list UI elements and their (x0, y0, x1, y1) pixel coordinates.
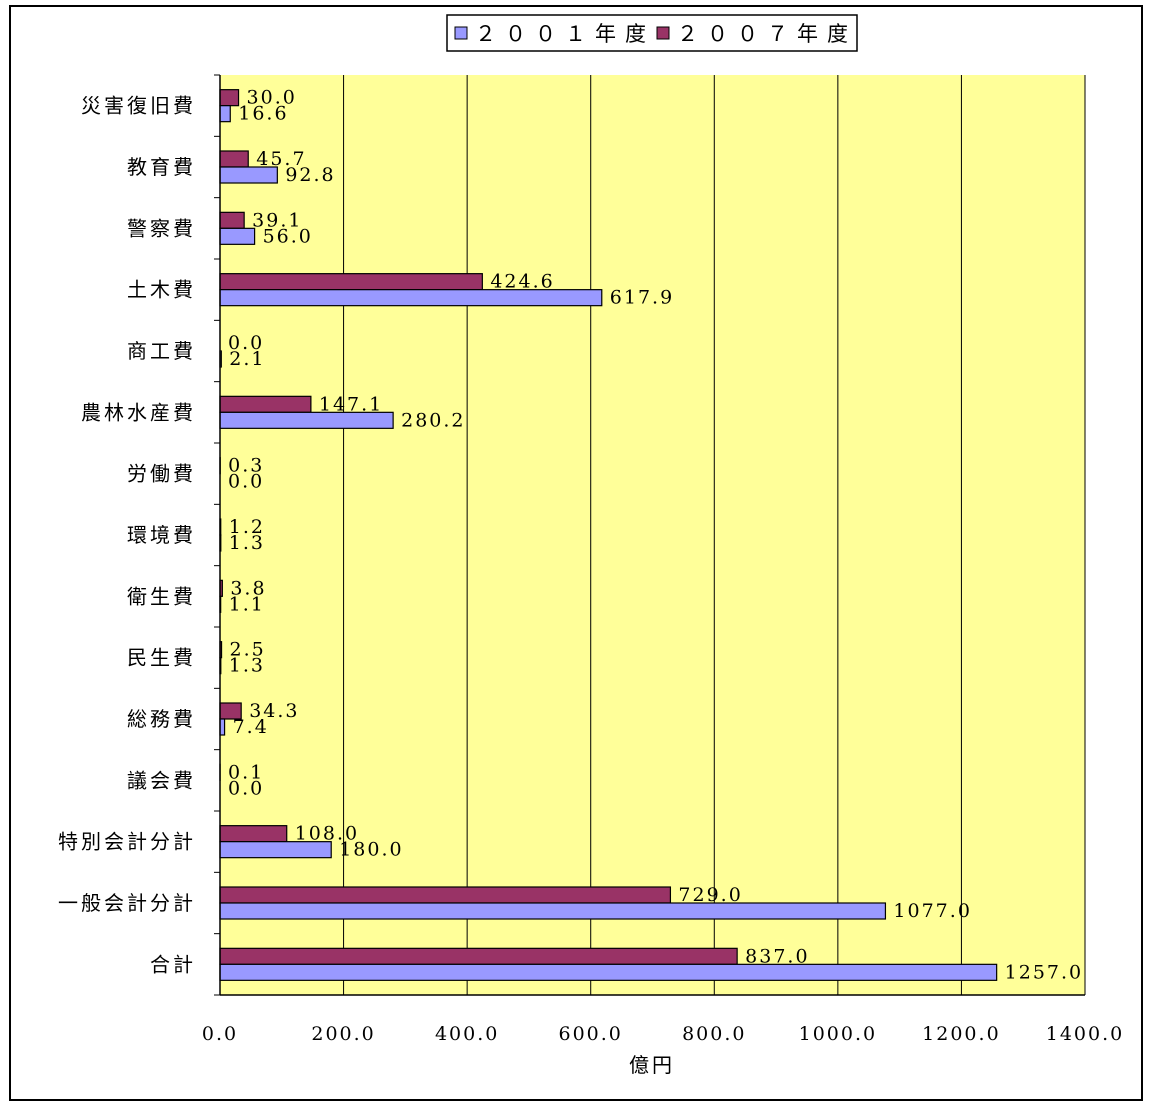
data-label-2007-環境費: 1.2 (229, 516, 265, 538)
category-label: 一般会計分計 (58, 891, 196, 915)
data-label-2007-議会費: 0.1 (228, 761, 264, 783)
data-label-2001-警察費: 56.0 (263, 225, 313, 247)
data-label-2001-農林水産費: 280.2 (401, 409, 465, 431)
bar-2007-一般会計分計 (219, 886, 672, 904)
bar-2001-合計 (219, 963, 998, 981)
data-label-2007-災害復旧費: 30.0 (247, 87, 297, 109)
data-label-2007-土木費: 424.6 (490, 271, 554, 293)
category-label: 警察費 (127, 216, 196, 240)
data-label-2001-土木費: 617.9 (610, 287, 674, 309)
category-label: 民生費 (127, 646, 196, 670)
x-tick-label: 1200.0 (922, 1023, 1000, 1045)
category-label: 環境費 (127, 523, 196, 547)
data-label-2007-衛生費: 3.8 (230, 577, 266, 599)
data-label-2007-特別会計分計: 108.0 (295, 823, 359, 845)
x-axis-ticks: 0.0 200.0 400.0 600.0 800.0 1000.0 1200.0 1400.… (202, 1023, 1124, 1045)
data-label-2001-環境費: 1.3 (229, 532, 265, 554)
category-label: 商工費 (127, 339, 196, 363)
bar-2007-特別会計分計 (219, 825, 288, 843)
x-tick-label: 0.0 (202, 1023, 238, 1045)
data-labels: 30.016.645.792.839.156.0424.6617.90.02.1… (228, 87, 1083, 984)
category-label: 議会費 (127, 768, 196, 792)
category-label: 労働費 (127, 462, 196, 486)
data-label-2001-衛生費: 1.1 (229, 593, 265, 615)
category-label: 教育費 (127, 155, 196, 179)
plot-area (220, 75, 1085, 995)
category-label: 衛生費 (127, 584, 196, 608)
data-label-2007-一般会計分計: 729.0 (678, 884, 742, 906)
legend: ２００１年度 ２００７年度 (446, 14, 858, 52)
data-label-2001-民生費: 1.3 (229, 655, 265, 677)
bar-2001-警察費 (219, 227, 256, 245)
category-label: 総務費 (127, 707, 196, 731)
x-tick-label: 1400.0 (1046, 1023, 1124, 1045)
legend-label-2007: ２００７年度 (677, 22, 857, 46)
category-label: 特別会計分計 (58, 830, 196, 854)
data-label-2007-民生費: 2.5 (230, 639, 266, 661)
data-label-2001-一般会計分計: 1077.0 (893, 900, 971, 922)
legend-label-2001: ２００１年度 (475, 22, 655, 46)
legend-swatch-2001 (454, 26, 468, 40)
grid-lines (214, 74, 1086, 996)
legend-box (446, 14, 858, 52)
bar-2007-警察費 (219, 211, 245, 229)
data-label-2007-農林水産費: 147.1 (319, 393, 383, 415)
x-tick-label: 400.0 (435, 1023, 499, 1045)
bar-2007-農林水産費 (219, 395, 312, 413)
bar-2007-教育費 (219, 150, 249, 168)
category-label: 災害復旧費 (81, 94, 196, 118)
category-label: 土木費 (127, 278, 196, 302)
data-label-2007-教育費: 45.7 (256, 148, 306, 170)
data-label-2001-総務費: 7.4 (233, 716, 269, 738)
data-label-2007-労働費: 0.3 (228, 455, 264, 477)
x-tick-label: 600.0 (559, 1023, 623, 1045)
data-label-2007-商工費: 0.0 (228, 332, 264, 354)
category-label: 合計 (150, 952, 196, 976)
x-axis-label: 億円 (629, 1053, 675, 1077)
data-label-2001-労働費: 0.0 (228, 471, 264, 493)
x-tick-label: 1000.0 (799, 1023, 877, 1045)
x-tick-label: 800.0 (682, 1023, 746, 1045)
x-tick-label: 200.0 (311, 1023, 375, 1045)
data-label-2001-教育費: 92.8 (285, 164, 335, 186)
data-label-2001-議会費: 0.0 (228, 777, 264, 799)
bar-2001-一般会計分計 (219, 902, 887, 920)
category-label: 農林水産費 (81, 400, 196, 424)
category-labels: 災害復旧費教育費警察費土木費商工費農林水産費労働費環境費衛生費民生費総務費議会費… (58, 94, 196, 977)
data-label-2001-災害復旧費: 16.6 (238, 103, 288, 125)
bar-2007-土木費 (219, 273, 483, 291)
bar-2007-災害復旧費 (219, 89, 240, 107)
data-label-2001-商工費: 2.1 (229, 348, 265, 370)
legend-swatch-2007 (656, 26, 670, 40)
data-label-2001-合計: 1257.0 (1005, 961, 1083, 983)
data-label-2007-総務費: 34.3 (249, 700, 299, 722)
bars (219, 89, 998, 981)
bar-2007-合計 (219, 947, 738, 965)
bar-2001-災害復旧費 (219, 105, 231, 123)
data-label-2007-警察費: 39.1 (252, 209, 302, 231)
data-label-2007-合計: 837.0 (745, 945, 809, 967)
data-label-2001-特別会計分計: 180.0 (339, 839, 403, 861)
